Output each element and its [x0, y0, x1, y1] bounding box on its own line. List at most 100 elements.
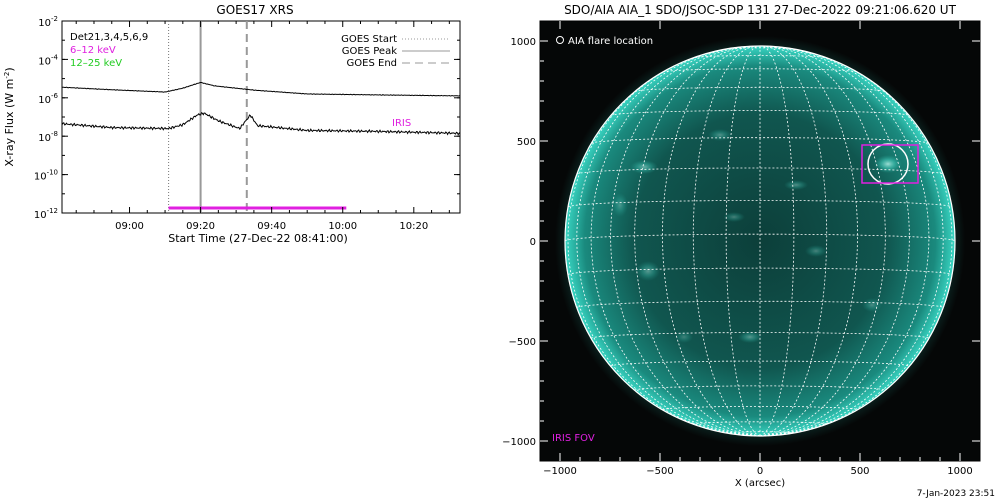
sun-disk [565, 46, 955, 436]
grid-line [662, 45, 761, 437]
iris-fov-box [861, 144, 919, 184]
goes-y-axis-label: X-ray Flux (W m-2) [3, 67, 16, 166]
goes-y-tick-label: 10-6 [38, 92, 58, 106]
goes-x-tick-label: 10:00 [328, 221, 357, 232]
active-region-glow [636, 261, 660, 281]
grid-line [759, 45, 828, 437]
goes-y-axis-label-main: X-ray Flux (W m [3, 79, 16, 167]
goes-channel-label: 12–25 keV [70, 58, 122, 69]
aia-y-tick-label: 1000 [511, 37, 536, 48]
grid-line [725, 431, 795, 434]
aia-image-chart: SDO/AIA AIA_1 SDO/JSOC-SDP 131 27-Dec-20… [502, 3, 981, 489]
grid-line [759, 45, 858, 437]
goes-channel-label: Det21,3,4,5,6,9 [70, 32, 148, 43]
goes-x-tick-label: 09:20 [186, 221, 215, 232]
active-region-glow [723, 212, 745, 222]
goes-y-tick-base: 10 [38, 18, 51, 29]
goes-chart-title: GOES17 XRS [216, 3, 293, 17]
grid-line [610, 360, 910, 367]
sun-limb [564, 45, 956, 437]
aia-x-tick-label: 500 [850, 466, 869, 477]
grid-line [576, 46, 761, 437]
grid-line [662, 405, 858, 411]
active-region-glow [874, 155, 902, 173]
goes-plot-frame [61, 20, 461, 214]
grid-line [759, 45, 910, 437]
goes-y-tick-exponent: -10 [47, 169, 58, 177]
grid-line [590, 46, 761, 437]
goes-y-tick-exponent: -6 [51, 92, 59, 100]
grid-line [693, 55, 827, 58]
goes-y-tick-base: 10 [38, 56, 51, 67]
active-region-glow [612, 193, 628, 217]
goes-y-tick-label: 10-8 [38, 130, 58, 144]
goes-y-tick-base: 10 [34, 210, 47, 221]
aia-x-tick-label: 1000 [947, 466, 972, 477]
active-region-glow [675, 331, 693, 343]
grid-line [725, 45, 761, 437]
footer-date: 7-Jan-2023 23:51 [917, 489, 995, 499]
active-region-glow [738, 331, 762, 343]
active-region-glow [862, 298, 882, 312]
goes-iris-label: IRIS [392, 118, 411, 129]
grid-line [591, 137, 929, 144]
active-region-glow [784, 180, 808, 190]
flare-legend-label: AIA flare location [568, 36, 653, 47]
goes-series-group [61, 82, 461, 136]
goes-marker-lines [168, 21, 248, 213]
goes-y-tick-base: 10 [38, 95, 51, 106]
aia-x-tick-label: −1000 [543, 466, 577, 477]
grid-line [634, 45, 761, 437]
aia-x-tick-label: 0 [757, 466, 763, 477]
goes-x-tick-label: 09:00 [115, 221, 144, 232]
goes-x-axis: 09:00 09:20 09:40 10:00 10:20 [75, 21, 450, 232]
aia-y-tick-label: 500 [517, 137, 536, 148]
goes-y-axis-label-exponent: -2 [3, 72, 11, 79]
goes-y-tick-exponent: -2 [51, 15, 58, 23]
goes-series-line [61, 82, 461, 97]
grid-line [759, 49, 953, 437]
goes-channel-labels: Det21,3,4,5,6,9 6–12 keV 12–25 keV [70, 32, 148, 69]
aia-x-tick-label: −500 [646, 466, 673, 477]
grid-line [759, 46, 930, 437]
grid-line [590, 332, 930, 339]
goes-y-tick-label: 10-12 [34, 207, 58, 221]
grid-line [662, 68, 858, 73]
grid-line [727, 47, 793, 50]
aia-y-tick-label: −500 [509, 337, 536, 348]
iris-fov-label: IRIS FOV [552, 433, 595, 444]
flare-location-circle [867, 143, 909, 185]
aia-chart-title: SDO/AIA AIA_1 SDO/JSOC-SDP 131 27-Dec-20… [564, 3, 957, 17]
aia-axes: −1000 −500 0 500 1000 1000 500 0 −500 −1000 [502, 21, 980, 477]
grid-line [567, 200, 953, 208]
sun-active-regions [612, 129, 902, 343]
goes-x-axis-label: Start Time (27-Dec-22 08:41:00) [168, 232, 348, 245]
grid-line [759, 46, 944, 437]
goes-y-tick-label: 10-10 [34, 169, 58, 183]
goes-y-tick-exponent: -12 [47, 207, 58, 215]
grid-line [567, 267, 953, 275]
aia-y-tick-label: −1000 [502, 437, 536, 448]
aia-x-axis-label: X (arcsec) [735, 478, 785, 489]
goes-y-tick-base: 10 [38, 133, 51, 144]
active-region-glow [630, 160, 658, 174]
goes-legend-label: GOES Start [341, 34, 397, 45]
grid-line [692, 45, 761, 437]
grid-line [567, 49, 761, 437]
grid-line [759, 45, 886, 437]
goes-y-tick-exponent: -4 [51, 53, 59, 61]
goes-y-tick-label: 10-4 [38, 53, 58, 67]
goes-series-line [61, 111, 461, 136]
goes-x-tick-label: 10:20 [399, 221, 428, 232]
active-region-glow [805, 245, 827, 257]
goes-y-tick-exponent: -8 [51, 130, 58, 138]
goes-y-axis-label-close: ) [3, 67, 16, 71]
aia-y-tick-label: 0 [530, 237, 536, 248]
goes-y-tick-base: 10 [34, 172, 47, 183]
grid-line [759, 45, 795, 437]
grid-line [610, 45, 761, 437]
